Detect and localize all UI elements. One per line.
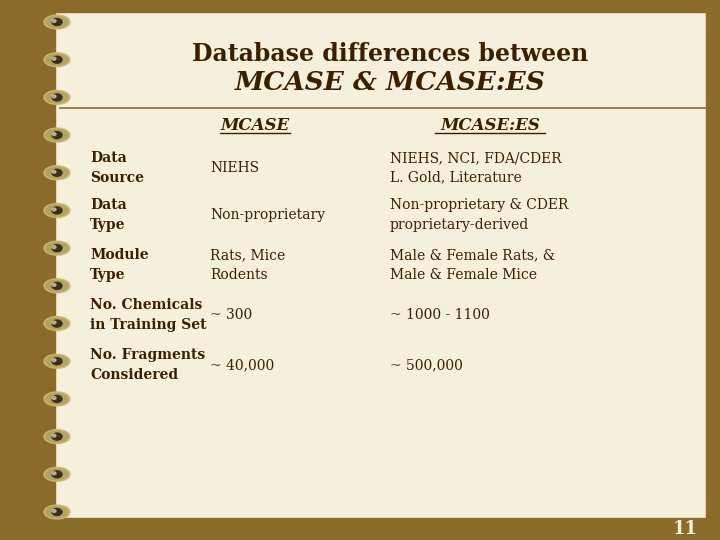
Text: 11: 11 — [673, 520, 698, 538]
Ellipse shape — [52, 170, 56, 173]
Ellipse shape — [46, 167, 68, 178]
Bar — [0, 518, 720, 540]
Ellipse shape — [46, 431, 68, 442]
Ellipse shape — [44, 316, 70, 330]
Text: Data
Source: Data Source — [90, 151, 144, 185]
Ellipse shape — [52, 434, 56, 437]
Ellipse shape — [52, 433, 62, 440]
Ellipse shape — [52, 396, 56, 400]
Ellipse shape — [46, 469, 68, 480]
Text: Module
Type: Module Type — [90, 248, 148, 282]
Ellipse shape — [52, 169, 62, 176]
Text: ~ 500,000: ~ 500,000 — [390, 358, 463, 372]
Ellipse shape — [52, 207, 62, 214]
Ellipse shape — [52, 245, 62, 252]
Bar — [0, 0, 720, 12]
Ellipse shape — [44, 53, 70, 67]
Ellipse shape — [46, 507, 68, 517]
Ellipse shape — [44, 467, 70, 481]
Ellipse shape — [46, 17, 68, 28]
Ellipse shape — [46, 242, 68, 254]
Text: NIEHS, NCI, FDA/CDER
L. Gold, Literature: NIEHS, NCI, FDA/CDER L. Gold, Literature — [390, 151, 562, 185]
Ellipse shape — [44, 392, 70, 406]
Text: Male & Female Rats, &
Male & Female Mice: Male & Female Rats, & Male & Female Mice — [390, 248, 555, 282]
Ellipse shape — [52, 133, 56, 136]
Ellipse shape — [46, 318, 68, 329]
Text: ~ 40,000: ~ 40,000 — [210, 358, 274, 372]
Ellipse shape — [46, 394, 68, 404]
Ellipse shape — [52, 132, 62, 139]
Ellipse shape — [44, 505, 70, 519]
Ellipse shape — [44, 90, 70, 104]
Ellipse shape — [52, 246, 56, 248]
Text: ~ 300: ~ 300 — [210, 308, 252, 322]
Ellipse shape — [52, 18, 62, 25]
Text: Database differences between: Database differences between — [192, 42, 588, 66]
Text: MCASE & MCASE:ES: MCASE & MCASE:ES — [235, 70, 545, 94]
Ellipse shape — [46, 130, 68, 140]
Ellipse shape — [44, 128, 70, 142]
Ellipse shape — [44, 279, 70, 293]
Ellipse shape — [44, 354, 70, 368]
Bar — [706, 0, 720, 540]
Text: Non-proprietary: Non-proprietary — [210, 208, 325, 222]
Ellipse shape — [44, 15, 70, 29]
Ellipse shape — [52, 282, 62, 289]
Text: Rats, Mice
Rodents: Rats, Mice Rodents — [210, 248, 285, 282]
Ellipse shape — [44, 241, 70, 255]
Ellipse shape — [52, 320, 62, 327]
Ellipse shape — [44, 166, 70, 180]
Ellipse shape — [52, 471, 62, 478]
Ellipse shape — [52, 509, 62, 516]
Ellipse shape — [52, 57, 56, 60]
Ellipse shape — [46, 280, 68, 292]
Ellipse shape — [52, 510, 56, 512]
Ellipse shape — [52, 94, 62, 101]
Ellipse shape — [46, 92, 68, 103]
Ellipse shape — [52, 95, 56, 98]
Text: NIEHS: NIEHS — [210, 161, 259, 175]
Ellipse shape — [46, 54, 68, 65]
Text: No. Fragments
Considered: No. Fragments Considered — [90, 348, 205, 382]
Ellipse shape — [46, 356, 68, 367]
Ellipse shape — [52, 359, 56, 362]
Ellipse shape — [52, 19, 56, 23]
Text: MCASE:ES: MCASE:ES — [440, 117, 540, 133]
Ellipse shape — [46, 205, 68, 216]
Ellipse shape — [52, 472, 56, 475]
Bar — [0, 0, 55, 540]
Text: Data
Type: Data Type — [90, 198, 127, 232]
Text: ~ 1000 - 1100: ~ 1000 - 1100 — [390, 308, 490, 322]
Ellipse shape — [52, 395, 62, 402]
Text: Non-proprietary & CDER
proprietary-derived: Non-proprietary & CDER proprietary-deriv… — [390, 198, 568, 232]
Ellipse shape — [52, 321, 56, 324]
Ellipse shape — [44, 204, 70, 218]
Ellipse shape — [52, 284, 56, 286]
Ellipse shape — [52, 357, 62, 364]
Text: No. Chemicals
in Training Set: No. Chemicals in Training Set — [90, 298, 207, 332]
Ellipse shape — [44, 430, 70, 444]
Ellipse shape — [52, 56, 62, 63]
Ellipse shape — [52, 208, 56, 211]
Text: MCASE: MCASE — [220, 117, 289, 133]
